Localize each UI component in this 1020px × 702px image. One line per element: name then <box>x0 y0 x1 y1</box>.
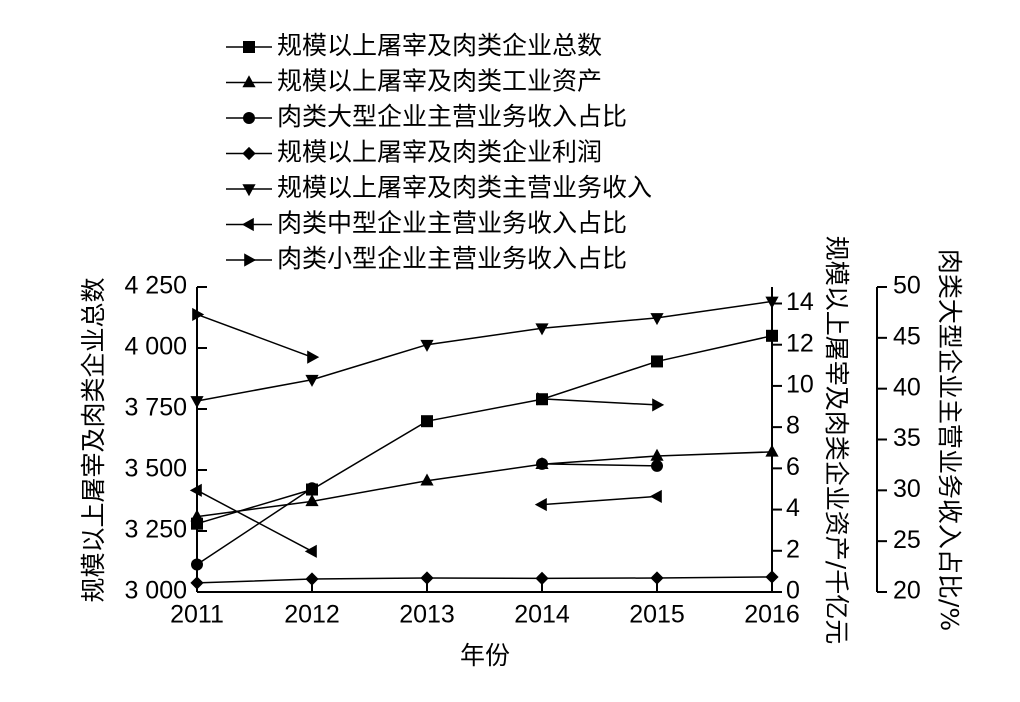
y2-axis-title: 规模以上屠宰及肉类企业资产/千亿元 <box>822 236 851 644</box>
legend-label: 肉类小型企业主营业务收入占比 <box>277 244 627 273</box>
series-line <box>196 463 658 566</box>
data-point <box>305 572 319 586</box>
legend-marker <box>244 253 257 267</box>
y2-tick-label: 4 <box>786 494 800 522</box>
legend-label: 规模以上屠宰及肉类企业利润 <box>277 138 602 167</box>
y3-tick-label: 25 <box>893 526 921 554</box>
x-tick-label: 2011 <box>170 601 224 629</box>
y-tick-label: 4 000 <box>124 333 187 361</box>
x-tick-label: 2014 <box>514 601 570 629</box>
y3-tick-label: 40 <box>893 373 921 401</box>
data-point <box>535 571 549 585</box>
legend-label: 规模以上屠宰及肉类企业总数 <box>277 31 602 60</box>
legend-marker <box>241 217 254 232</box>
data-point <box>305 374 319 387</box>
y3-tick-label: 45 <box>893 322 921 350</box>
series-line <box>196 489 658 552</box>
data-point <box>652 398 665 412</box>
data-point <box>192 307 205 322</box>
legend-marker <box>242 146 256 161</box>
data-point <box>650 313 664 326</box>
y2-tick-label: 0 <box>786 577 800 605</box>
y2-tick-label: 14 <box>786 288 814 316</box>
y3-tick-label: 35 <box>893 424 921 452</box>
data-point <box>304 544 317 558</box>
data-point <box>534 497 547 512</box>
data-point <box>190 509 204 522</box>
legend-marker <box>243 112 255 124</box>
y-tick-label: 3 000 <box>124 577 187 605</box>
data-point <box>190 576 204 590</box>
legend-marker <box>243 41 255 53</box>
data-point <box>307 350 320 364</box>
data-point <box>765 444 779 457</box>
legend-marker <box>242 75 256 88</box>
data-point <box>420 473 434 486</box>
data-point <box>537 392 550 406</box>
legend-label: 规模以上屠宰及肉类主营业务收入 <box>277 173 652 202</box>
y2-tick-label: 10 <box>786 371 814 399</box>
series-line <box>196 451 773 518</box>
y2-tick-label: 2 <box>786 535 800 563</box>
series-line <box>196 576 773 584</box>
y-tick-label: 3 250 <box>124 516 187 544</box>
data-point <box>535 323 549 336</box>
data-point <box>651 355 663 368</box>
data-point <box>765 296 779 309</box>
legend-marker <box>242 184 256 197</box>
x-tick-label: 2013 <box>399 601 455 629</box>
y2-tick-label: 12 <box>786 329 814 357</box>
data-point <box>306 482 318 495</box>
data-point <box>420 571 434 585</box>
legend-label: 规模以上屠宰及肉类工业资产 <box>277 67 602 96</box>
data-point <box>651 459 663 472</box>
data-point <box>766 329 778 342</box>
data-point <box>650 571 664 585</box>
legend-label: 肉类大型企业主营业务收入占比 <box>277 102 627 131</box>
y3-axis-title: 肉类大型企业主营业务收入占比/% <box>935 249 964 631</box>
y-axis-title: 规模以上屠宰及肉类企业总数 <box>79 277 108 602</box>
y3-tick-label: 50 <box>893 272 921 300</box>
y3-tick-label: 30 <box>893 475 921 503</box>
data-point <box>765 570 779 584</box>
x-tick-label: 2016 <box>744 601 800 629</box>
series-line <box>196 335 773 525</box>
series-line <box>196 313 658 406</box>
data-point <box>190 396 204 409</box>
x-axis-title: 年份 <box>460 641 510 670</box>
data-point <box>189 483 202 497</box>
data-point <box>536 457 548 470</box>
y-tick-label: 3 750 <box>124 394 187 422</box>
y2-tick-label: 8 <box>786 412 800 440</box>
data-point <box>421 415 433 428</box>
y-tick-label: 4 250 <box>124 272 187 300</box>
y3-tick-label: 20 <box>893 577 921 605</box>
x-tick-label: 2012 <box>284 601 340 629</box>
y-tick-label: 3 500 <box>124 455 187 483</box>
data-point <box>191 558 203 571</box>
legend-label: 肉类中型企业主营业务收入占比 <box>277 209 627 238</box>
series-line <box>196 300 773 402</box>
data-point <box>305 494 319 507</box>
x-tick-label: 2015 <box>629 601 685 629</box>
data-point <box>649 489 662 504</box>
data-point <box>420 339 434 352</box>
data-point <box>650 448 664 461</box>
y2-tick-label: 6 <box>786 453 800 481</box>
